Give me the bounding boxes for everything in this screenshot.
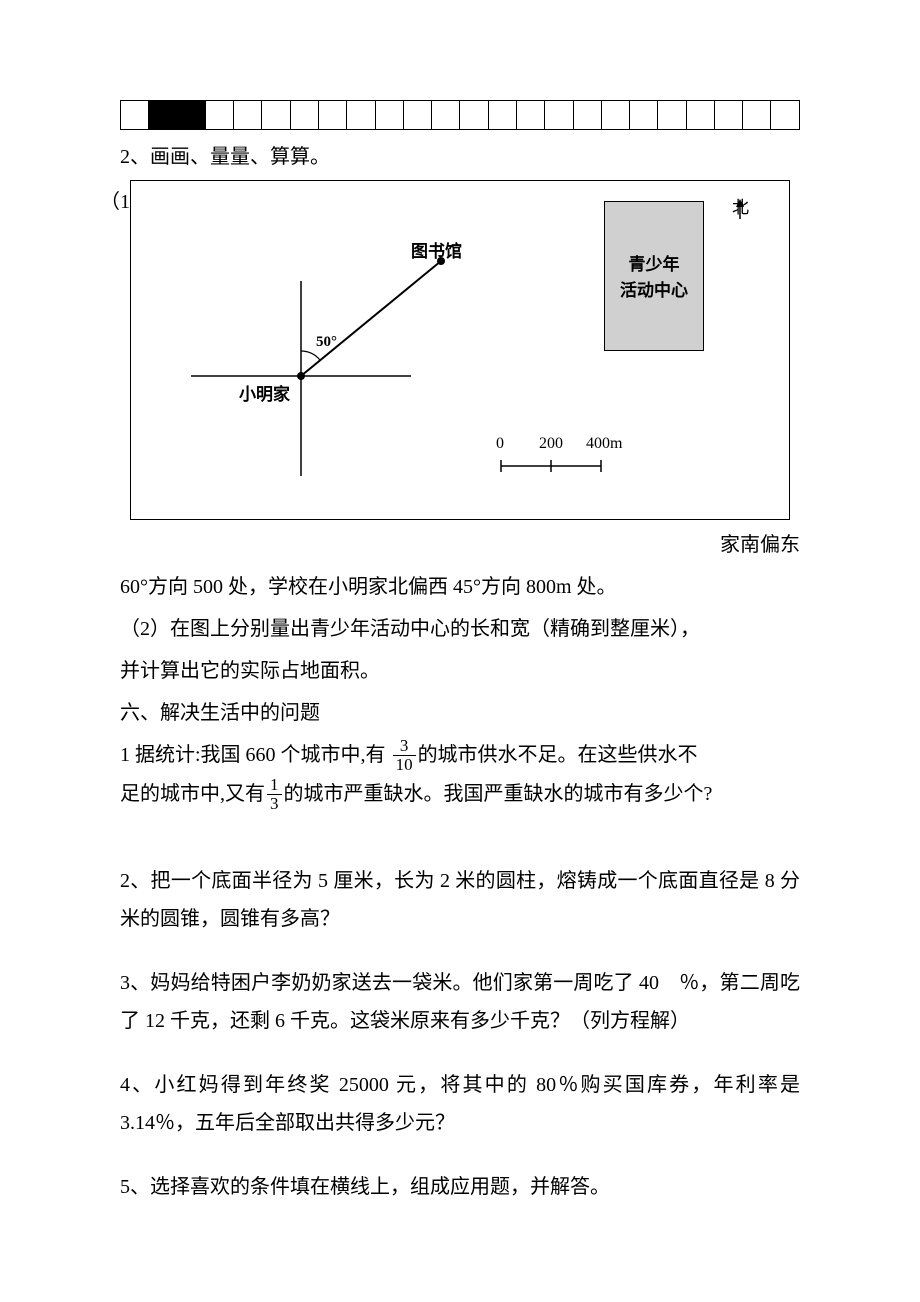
q2-line2: 并计算出它的实际占地面积。: [120, 652, 800, 690]
item-2-title: 2、画画、量量、算算。: [120, 138, 800, 176]
q2-line1: （2）在图上分别量出青少年活动中心的长和宽（精确到整厘米），: [120, 610, 800, 648]
q1-line2: 60°方向 500 处，学校在小明家北偏西 45°方向 800m 处。: [120, 568, 800, 606]
q1-prefix: （1: [100, 183, 130, 221]
q1-line1: （1）_____________________________________…: [120, 526, 800, 564]
problem-2: 2、把一个底面半径为 5 厘米，长为 2 米的圆柱，熔铸成一个底面直径是 8 分…: [120, 862, 800, 938]
north-indicator: 北: [732, 199, 749, 216]
home-label: 小明家: [239, 379, 290, 411]
problem-3: 3、妈妈给特困户李奶奶家送去一袋米。他们家第一周吃了 40 ％，第二周吃了 12…: [120, 964, 800, 1040]
scale-400: 400m: [586, 429, 622, 459]
angle-label: 50°: [316, 328, 337, 357]
grid-row: [120, 100, 800, 130]
section-6-heading: 六、解决生活中的问题: [120, 694, 800, 732]
problem-4: 4、小红妈得到年终奖 25000 元，将其中的 80％购买国库券，年利率是 3.…: [120, 1066, 800, 1142]
scale-0: 0: [496, 429, 504, 459]
scale-200: 200: [539, 429, 563, 459]
map-diagram: 北 青少年活动中心 图书馆 小明家 50° 0 200 400m: [130, 180, 790, 520]
activity-center-box: 青少年活动中心: [604, 201, 704, 351]
library-label: 图书馆: [411, 236, 462, 268]
problem-1: 1 据统计:我国 660 个城市中,有 310的城市供水不足。在这些供水不 足的…: [120, 736, 800, 814]
problem-5: 5、选择喜欢的条件填在横线上，组成应用题，并解答。: [120, 1168, 800, 1206]
